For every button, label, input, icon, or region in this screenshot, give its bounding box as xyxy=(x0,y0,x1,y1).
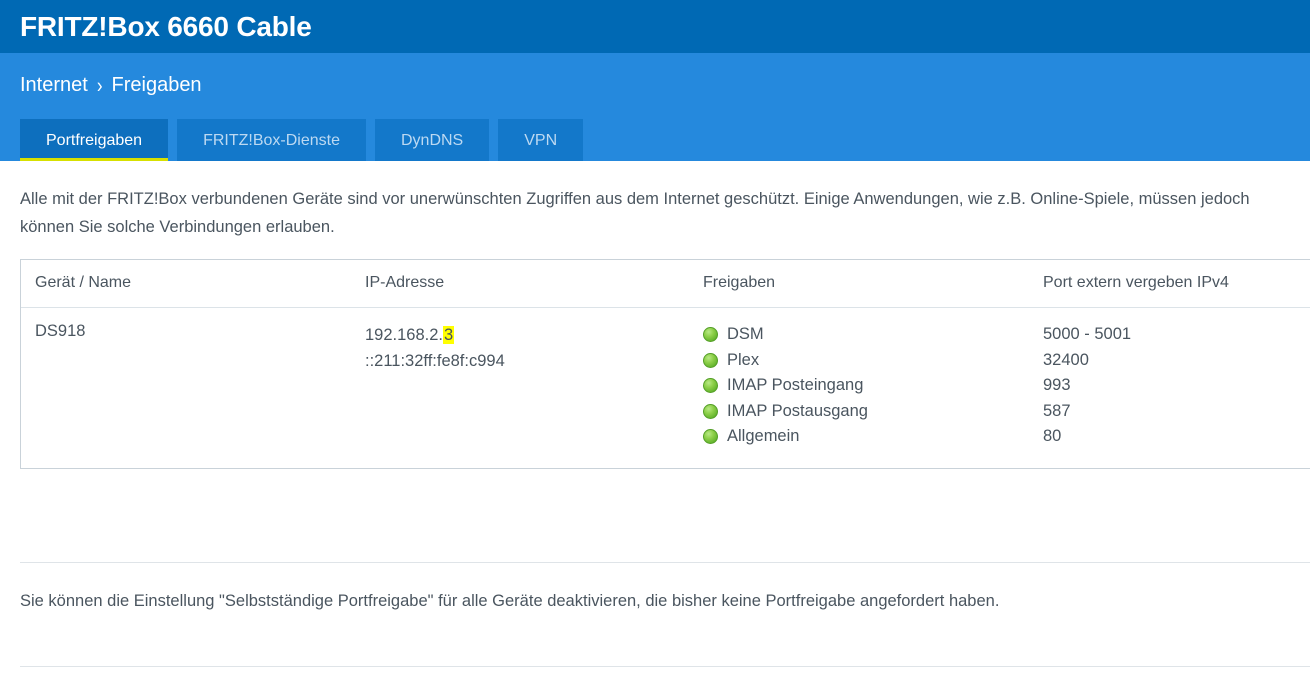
share-list: DSM Plex IMAP Posteingang xyxy=(703,322,1029,450)
table-row[interactable]: DS918 192.168.2.3 ::211:32ff:fe8f:c994 D… xyxy=(21,307,1310,468)
column-header-shares: Freigaben xyxy=(689,260,1029,308)
status-led-icon xyxy=(703,403,718,419)
tab-fritzbox-dienste[interactable]: FRITZ!Box-Dienste xyxy=(177,119,366,161)
share-name: Allgemein xyxy=(727,427,800,446)
breadcrumb: Internet › Freigaben xyxy=(20,53,1310,95)
list-item: 32400 xyxy=(1043,350,1089,369)
list-item: 587 xyxy=(1043,401,1071,420)
device-name: DS918 xyxy=(35,322,86,340)
list-item: 80 xyxy=(1043,427,1062,445)
ipv4-address: 192.168.2.3 xyxy=(365,322,689,348)
breadcrumb-item-internet[interactable]: Internet xyxy=(20,74,88,96)
product-title: FRITZ!Box 6660 Cable xyxy=(20,10,312,42)
share-name: IMAP Posteingang xyxy=(727,376,864,395)
intro-paragraph: Alle mit der FRITZ!Box verbundenen Gerät… xyxy=(20,161,1310,241)
status-led-icon xyxy=(703,327,718,343)
list-item: DSM xyxy=(703,322,1029,348)
ipv4-prefix: 192.168.2. xyxy=(365,326,443,344)
main-content: Alle mit der FRITZ!Box verbundenen Gerät… xyxy=(0,161,1310,667)
list-item: Plex xyxy=(703,348,1029,374)
cell-device-name: DS918 xyxy=(21,307,351,468)
list-item: IMAP Posteingang xyxy=(703,373,1029,399)
port-shares-table: Gerät / Name IP-Adresse Freigaben Port e… xyxy=(21,260,1310,468)
tab-bar: Portfreigaben FRITZ!Box-Dienste DynDNS V… xyxy=(20,119,584,161)
navigation-band: Internet › Freigaben Portfreigaben FRITZ… xyxy=(0,53,1310,161)
share-name: Plex xyxy=(727,350,760,369)
port-list: 5000 - 5001 32400 993 587 80 xyxy=(1043,322,1310,450)
list-item: Allgemein xyxy=(703,424,1029,450)
ipv4-host-highlight: 3 xyxy=(443,326,455,344)
table-body: DS918 192.168.2.3 ::211:32ff:fe8f:c994 D… xyxy=(21,307,1310,468)
list-item: 993 xyxy=(1043,376,1071,394)
table-head: Gerät / Name IP-Adresse Freigaben Port e… xyxy=(21,260,1310,308)
intro-line-2: können Sie solche Verbindungen erlauben. xyxy=(20,218,335,236)
cell-shares: DSM Plex IMAP Posteingang xyxy=(689,307,1029,468)
status-led-icon xyxy=(703,429,718,445)
chevron-right-icon: › xyxy=(96,73,103,97)
share-name: IMAP Postausgang xyxy=(727,401,868,420)
status-led-icon xyxy=(703,378,718,394)
list-item: 5000 - 5001 xyxy=(1043,325,1132,343)
intro-line-1: Alle mit der FRITZ!Box verbundenen Gerät… xyxy=(20,190,1250,208)
status-led-icon xyxy=(703,352,718,368)
list-item: IMAP Postausgang xyxy=(703,399,1029,425)
tab-vpn[interactable]: VPN xyxy=(498,119,584,161)
divider-bottom xyxy=(20,665,1310,667)
column-header-external-port: Port extern vergeben IPv4 xyxy=(1029,260,1310,308)
port-shares-table-wrapper: Gerät / Name IP-Adresse Freigaben Port e… xyxy=(20,259,1310,469)
cell-ip-address: 192.168.2.3 ::211:32ff:fe8f:c994 xyxy=(351,307,689,468)
column-header-device: Gerät / Name xyxy=(21,260,351,308)
table-header-row: Gerät / Name IP-Adresse Freigaben Port e… xyxy=(21,260,1310,308)
divider-above-note xyxy=(20,561,1310,563)
cell-external-ports: 5000 - 5001 32400 993 587 80 xyxy=(1029,307,1310,468)
ipv6-address: ::211:32ff:fe8f:c994 xyxy=(365,352,505,370)
column-header-ip-address: IP-Adresse xyxy=(351,260,689,308)
app-header: FRITZ!Box 6660 Cable xyxy=(0,0,1310,53)
share-name: DSM xyxy=(727,325,764,344)
tab-dyndns[interactable]: DynDNS xyxy=(374,119,490,161)
footer-note: Sie können die Einstellung "Selbstständi… xyxy=(20,591,1000,610)
tab-portfreigaben[interactable]: Portfreigaben xyxy=(20,119,169,161)
breadcrumb-item-freigaben[interactable]: Freigaben xyxy=(111,74,202,96)
